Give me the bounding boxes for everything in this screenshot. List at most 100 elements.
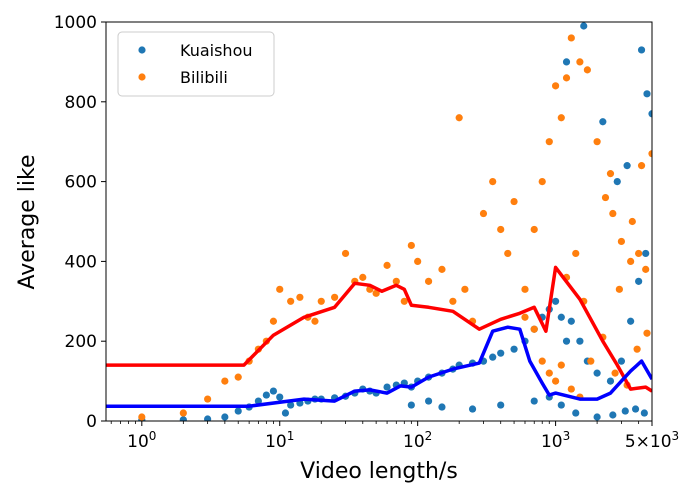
scatter-point: [567, 317, 575, 325]
y-axis-title: Average like: [15, 154, 40, 289]
y-tick-label: 800: [65, 93, 97, 113]
legend-frame: [117, 31, 275, 97]
scatter-point: [562, 58, 571, 66]
scatter-point: [621, 407, 629, 415]
scatter-point: [567, 34, 575, 42]
scatter-point: [627, 317, 635, 325]
scatter-point: [234, 407, 242, 415]
scatter-point: [580, 22, 588, 30]
scatter-point: [599, 118, 607, 126]
scatter-point: [530, 397, 538, 405]
scatter-point: [179, 409, 187, 417]
scatter-point: [627, 257, 635, 265]
scatter-point: [617, 357, 626, 365]
scatter-point: [383, 261, 391, 269]
scatter-point: [628, 217, 636, 226]
scatter-point: [254, 397, 262, 405]
scatter-point: [497, 225, 505, 234]
scatter-point: [640, 409, 648, 417]
scatter-point: [489, 353, 497, 361]
scatter-point: [611, 369, 619, 377]
scatter-point: [424, 277, 433, 285]
scatter-point: [372, 289, 380, 297]
scatter-point: [572, 249, 580, 258]
scatter-point: [400, 297, 408, 305]
scatter-point: [606, 377, 615, 385]
scatter-point: [489, 178, 497, 186]
legend-bilibili-marker: [138, 73, 146, 81]
scatter-point: [204, 415, 212, 421]
scatter-point: [631, 405, 640, 413]
scatter-point: [455, 114, 463, 122]
legend-kuaishou-marker: [138, 46, 146, 54]
scatter-point: [317, 297, 325, 305]
scatter-point: [587, 357, 595, 365]
scatter-point: [593, 138, 601, 146]
scatter-point: [269, 317, 278, 325]
scatter-point: [311, 317, 319, 325]
scatter-point: [281, 409, 290, 417]
x-axis-title: Video length/s: [300, 459, 458, 484]
scatter-point: [269, 387, 278, 395]
legend: Kuaishou Bilibili: [117, 31, 275, 97]
y-tick-label: 200: [65, 332, 97, 352]
scatter-point: [296, 293, 304, 301]
scatter-point: [530, 325, 538, 333]
scatter-point: [583, 66, 591, 74]
scatter-point: [567, 385, 575, 393]
scatter-point: [510, 197, 518, 206]
scatter-point: [276, 285, 284, 293]
scatter-point: [545, 138, 553, 146]
scatter-point: [479, 209, 488, 218]
y-tick-label: 1000: [54, 13, 97, 33]
scatter-point: [504, 249, 512, 258]
trend-line-2: [106, 265, 652, 393]
scatter-point: [449, 297, 457, 305]
scatter-point: [572, 409, 580, 417]
scatter-point: [497, 349, 505, 357]
scatter-point: [551, 297, 560, 305]
scatter-point: [262, 391, 270, 399]
scatter-point: [557, 401, 565, 409]
scatter-point: [557, 313, 565, 321]
scatter-point: [438, 265, 446, 273]
scatter-point: [530, 225, 538, 234]
scatter-point: [407, 241, 415, 250]
scatter-point: [576, 337, 584, 345]
scatter-point: [407, 401, 415, 409]
x-tick-label: 5×103: [625, 429, 679, 452]
scatter-point: [609, 209, 617, 218]
scatter-point: [204, 395, 212, 403]
scatter-point: [576, 58, 584, 66]
scatter-point: [648, 150, 652, 158]
scatter-point: [562, 337, 571, 345]
scatter-point: [637, 46, 646, 54]
scatter-point: [138, 413, 146, 421]
scatter-point: [593, 369, 601, 377]
scatter-point: [521, 313, 529, 321]
scatter-point: [287, 401, 295, 409]
scatter-point: [601, 193, 610, 202]
x-tick-label: 100: [127, 429, 156, 452]
scatter-point: [642, 249, 650, 258]
scatter-point: [642, 265, 650, 273]
trend-line-3: [106, 325, 652, 408]
scatter-point: [497, 401, 505, 409]
scatter-point: [617, 237, 626, 246]
scatter-point: [643, 90, 651, 98]
legend-kuaishou-label: Kuaishou: [180, 41, 253, 60]
scatter-point: [424, 397, 433, 405]
scatter-point: [461, 285, 469, 293]
scatter-point: [557, 361, 565, 369]
scatter-point: [551, 377, 560, 385]
scatter-point: [521, 285, 529, 293]
scatter-point: [276, 393, 284, 401]
scatter-point: [221, 413, 229, 421]
scatter-point: [179, 416, 187, 421]
scatter-point: [623, 162, 631, 170]
legend-bilibili-label: Bilibili: [180, 68, 228, 87]
scatter-point: [414, 257, 422, 265]
y-tick-label: 0: [86, 412, 97, 432]
scatter-point: [468, 405, 477, 413]
